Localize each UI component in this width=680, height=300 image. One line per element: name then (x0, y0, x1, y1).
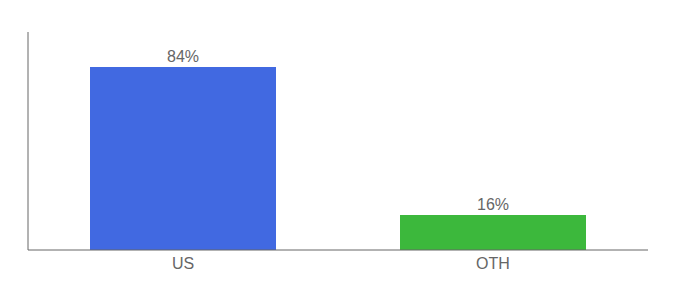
svg-text:OTH: OTH (476, 255, 510, 272)
svg-text:US: US (172, 255, 194, 272)
svg-text:84%: 84% (167, 48, 199, 65)
svg-text:16%: 16% (477, 196, 509, 213)
